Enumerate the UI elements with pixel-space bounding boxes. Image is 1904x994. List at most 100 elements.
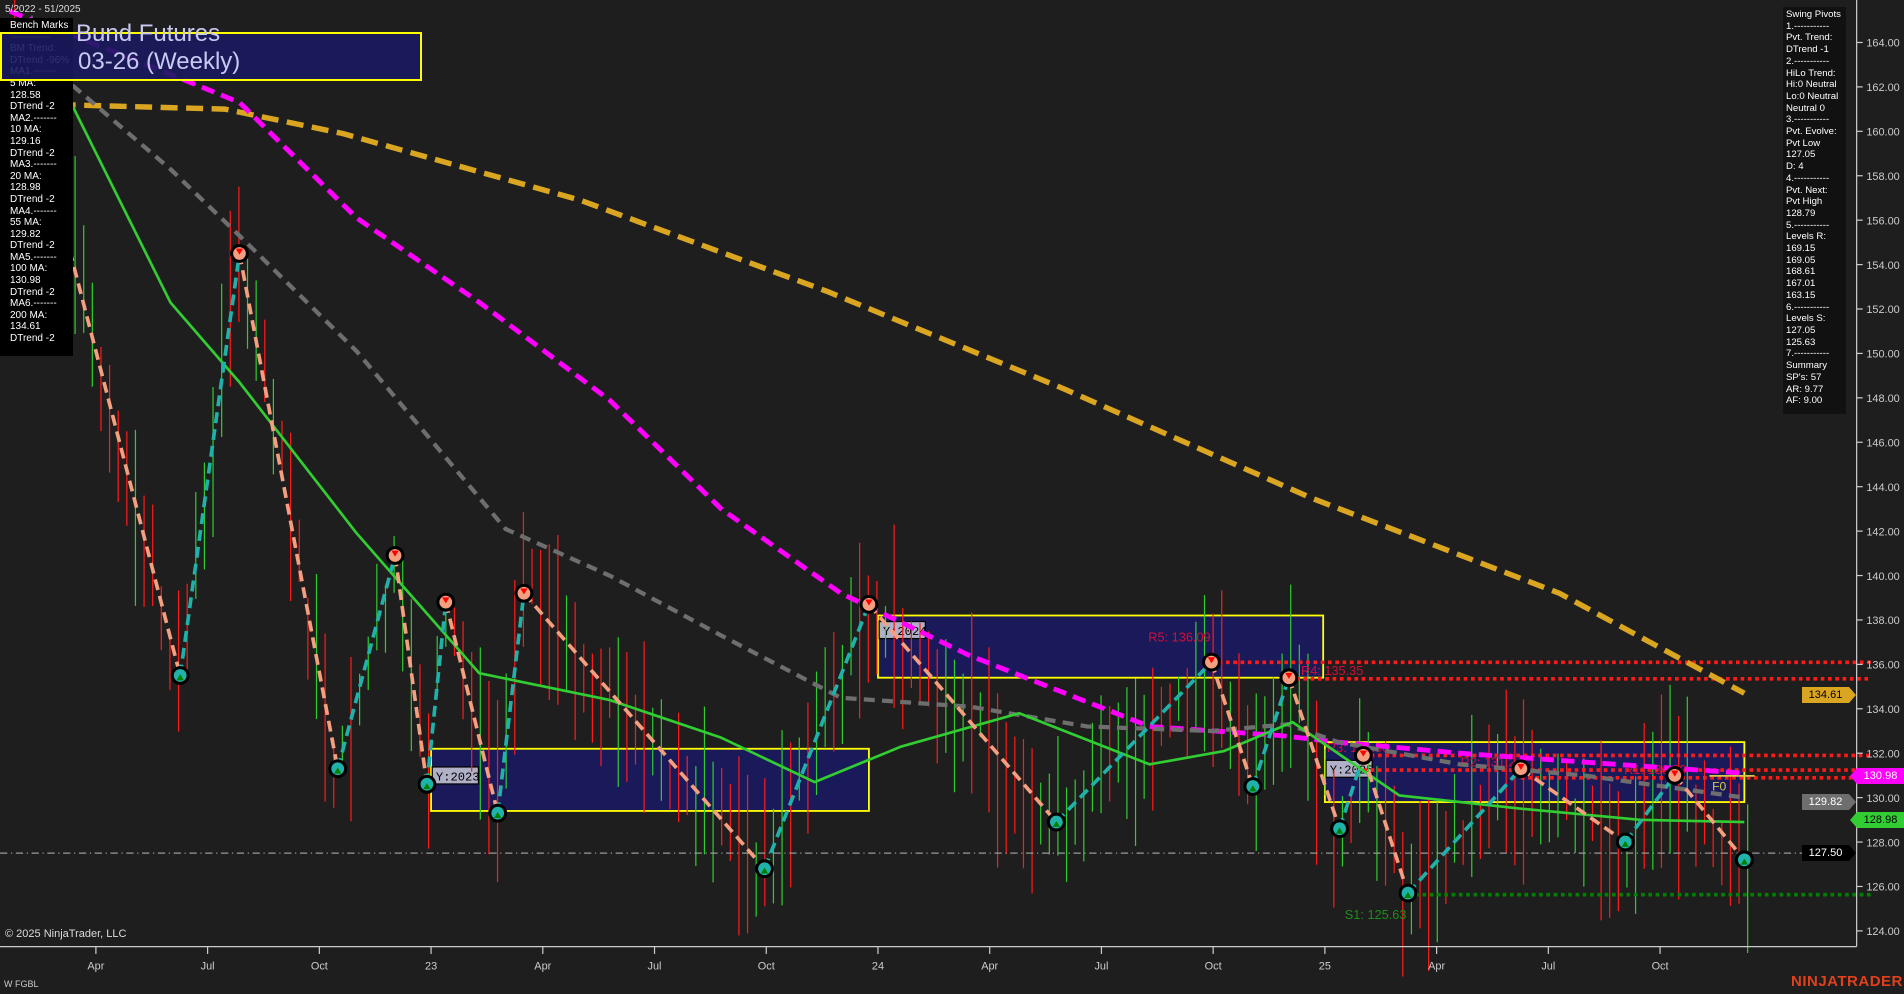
panel-line: DTrend -2 (10, 333, 55, 345)
arrow-down-icon (1671, 770, 1679, 777)
panel-line: AR: 9.77 (1786, 383, 1824, 395)
y-tick-label: 150.00 (1866, 349, 1899, 361)
y-tick-label: 164.00 (1866, 38, 1899, 50)
panel-line: 55 MA: (10, 217, 42, 229)
year-box (877, 614, 1325, 679)
x-tick-label: 23 (425, 961, 437, 973)
copyright: © 2025 NinjaTrader, LLC (5, 928, 127, 940)
x-tick-label: Oct (1652, 961, 1669, 973)
price-tag: 129.82 (1802, 793, 1856, 810)
panel-line: 127.05 (1786, 324, 1816, 336)
panel-line: 129.16 (10, 135, 41, 147)
swing-leg (1209, 661, 1255, 788)
panel-line: Bench Marks (10, 20, 69, 31)
y-tick-label: 160.00 (1866, 127, 1899, 139)
swing-leg (393, 555, 429, 785)
panel-line: Summary (1786, 360, 1828, 372)
panel-line: Pvt. Next: (1786, 184, 1828, 196)
swing-leg (178, 253, 242, 676)
y-tick-label: 158.00 (1866, 171, 1899, 183)
panel-line: 168.61 (1786, 266, 1816, 278)
swing-leg (425, 601, 448, 785)
arrow-up-icon (760, 867, 769, 874)
arrow-up-icon (1404, 891, 1412, 898)
panel-line: 125.63 (1786, 336, 1816, 348)
arrow-up-icon (423, 783, 431, 790)
ma100-line (8, 9, 1745, 776)
arrow-down-icon (865, 599, 873, 606)
date-range: 5/2022 - 51/2025 (5, 4, 81, 15)
panel-line: 1.----------- (1786, 20, 1830, 32)
level-label: R4: 135.35 (1301, 663, 1363, 678)
ninjatrader-logo: NINJATRADER (1791, 973, 1903, 990)
swing-leg (444, 601, 500, 814)
swing-leg (1361, 754, 1410, 894)
y-tick-label: 162.00 (1866, 82, 1899, 94)
swing-leg (1055, 660, 1213, 824)
arrow-down-icon (235, 248, 244, 255)
arrow-up-icon (1335, 827, 1344, 834)
price-tag: 134.61 (1802, 687, 1856, 704)
panel-line: 128.58 (10, 89, 41, 101)
panel-line: 169.15 (1786, 243, 1816, 255)
x-tick-label: Jul (201, 961, 215, 973)
price-tag: 127.50 (1802, 845, 1856, 862)
panel-line: DTrend -2 (10, 147, 55, 159)
panel-line: MA2.------- (10, 112, 57, 124)
panel-line: 5.----------- (1786, 219, 1830, 231)
swing-leg (237, 253, 340, 770)
x-tick-label: 24 (872, 961, 884, 973)
panel-line: 127.05 (1786, 149, 1816, 161)
panel-line: 100 MA: (10, 263, 48, 275)
y-tick-label: 156.00 (1866, 215, 1899, 227)
arrow-down-icon (1359, 750, 1367, 757)
y-tick-label: 140.00 (1866, 571, 1899, 583)
instrument-symbol: W FGBL (4, 979, 39, 989)
panel-line: 6.----------- (1786, 301, 1830, 313)
y-tick-label: 142.00 (1866, 526, 1899, 538)
panel-line: 7.----------- (1786, 348, 1830, 360)
y-tick-label: 152.00 (1866, 304, 1899, 316)
x-tick-label: Apr (534, 961, 551, 973)
panel-line: MA3.------- (10, 159, 57, 171)
x-tick-label: Apr (87, 961, 104, 973)
panel-line: DTrend -2 (10, 193, 55, 205)
panel-line: MA5.------- (10, 251, 57, 263)
swing-leg (1337, 754, 1366, 830)
panel-line: Pvt. Trend: (1786, 32, 1833, 44)
panel-line: D: 4 (1786, 161, 1804, 173)
panel-line: 130.98 (10, 275, 41, 287)
price-bars (14, 0, 1749, 977)
panel-line: 5 MA: (10, 77, 37, 89)
swing-leg (867, 603, 1058, 824)
panel-line: 2.----------- (1786, 55, 1830, 67)
panel-line: 129.82 (10, 228, 41, 240)
y-tick-label: 148.00 (1866, 393, 1899, 405)
x-tick-label: Oct (311, 961, 328, 973)
price-tag: 128.98 (1850, 812, 1904, 829)
panel-line: 169.05 (1786, 254, 1816, 266)
chart-subtitle: 03-26 (Weekly) (78, 48, 241, 75)
arrow-up-icon (334, 767, 342, 774)
year-box-label: Y:2023 (436, 770, 480, 784)
arrow-up-icon (176, 674, 184, 681)
year-box-label-bg (431, 766, 480, 785)
arrow-up-icon (494, 811, 502, 819)
arrow-down-icon (1207, 657, 1216, 664)
x-tick-label: Apr (981, 961, 998, 973)
panel-line: Swing Pivots (1786, 9, 1841, 20)
panel-line: DTrend -2 (10, 240, 55, 252)
price-tag: 130.98 (1850, 767, 1904, 784)
panel-line: HiLo Trend: (1786, 67, 1836, 79)
x-tick-label: Oct (758, 961, 775, 973)
panel-line: Lo:0 Neutral (1786, 90, 1839, 102)
swing-leg (1406, 767, 1523, 895)
swing-leg (335, 555, 397, 770)
x-tick-label: Jul (1541, 961, 1555, 973)
panel-line: 10 MA: (10, 124, 42, 136)
swing-leg (1519, 767, 1627, 844)
panel-line: 167.01 (1786, 278, 1816, 290)
arrow-up-icon (1740, 858, 1748, 865)
